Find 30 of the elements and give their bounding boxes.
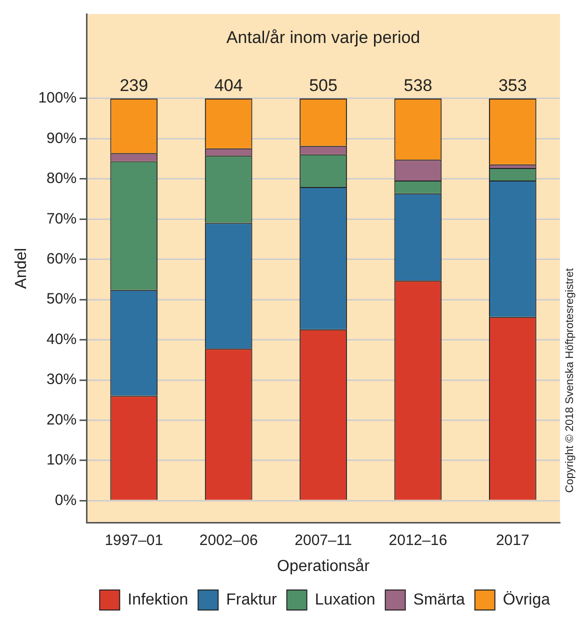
- x-axis-title: Operationsår: [277, 558, 370, 575]
- x-tick-label: 2012–16: [388, 532, 448, 549]
- y-tick-label: 100%: [38, 90, 77, 107]
- x-tick-label: 1997–01: [104, 532, 164, 549]
- y-tick-label: 50%: [46, 290, 77, 308]
- legend-label: Luxation: [314, 591, 376, 608]
- annotation: 239: [120, 76, 148, 96]
- legend-label: Infektion: [128, 591, 188, 608]
- y-tick-label: 40%: [46, 330, 77, 348]
- legend-label: Övriga: [502, 590, 550, 608]
- y-tick-label: 60%: [46, 250, 77, 268]
- legend-label: Fraktur: [226, 591, 278, 608]
- y-tick-label: 0%: [54, 492, 77, 509]
- x-tick-label: 2002–06: [199, 532, 258, 549]
- y-tick-label: 10%: [46, 452, 77, 469]
- y-tick-label: 20%: [46, 411, 77, 428]
- y-axis-title: Andel: [13, 248, 30, 289]
- annotation: 538: [404, 76, 432, 96]
- x-tick-label: 2017: [496, 532, 530, 549]
- legend-label: Smärta: [413, 591, 465, 608]
- annotation: 404: [214, 76, 243, 96]
- y-tick-label: 70%: [46, 210, 77, 228]
- annotation: 353: [498, 76, 527, 96]
- annotation: 505: [309, 76, 338, 96]
- y-tick-label: 80%: [46, 170, 77, 188]
- y-tick-label: 90%: [46, 130, 77, 147]
- text: Copyright © 2018 Svenska Höftprotesregistret: [564, 268, 576, 493]
- x-tick-label: 2007–11: [294, 532, 352, 549]
- text: Antal/år inom varje period: [226, 28, 420, 47]
- y-tick-label: 30%: [46, 371, 77, 388]
